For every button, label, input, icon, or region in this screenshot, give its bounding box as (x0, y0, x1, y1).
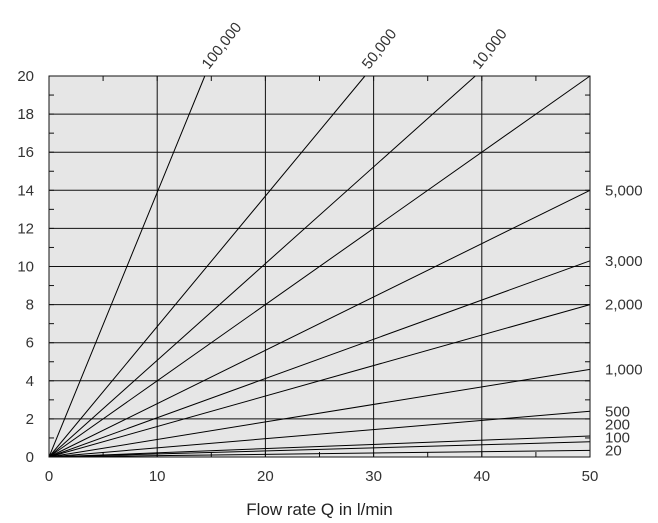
y-tick-label: 16 (17, 144, 34, 161)
series-lines (48, 75, 591, 458)
y-tick-label: 2 (26, 411, 34, 428)
x-tick-label: 20 (257, 468, 274, 485)
series-label: 5,000 (605, 182, 643, 199)
series-line (48, 435, 591, 458)
series-line (48, 189, 591, 458)
series-line (48, 368, 591, 458)
x-tick-label: 40 (473, 468, 490, 485)
x-tick-labels: 0 10 20 30 40 50 (45, 468, 599, 485)
x-axis-title: Flow rate Q in l/min (246, 500, 392, 519)
x-tick-label: 10 (149, 468, 166, 485)
series-line (48, 75, 476, 458)
series-line (48, 410, 591, 458)
series-line (48, 449, 591, 458)
y-tick-label: 4 (26, 373, 34, 390)
series-label: 20 (605, 442, 622, 459)
y-tick-label: 14 (17, 182, 34, 199)
series-label: 10,000 (469, 26, 511, 73)
y-tick-label: 10 (17, 259, 34, 276)
y-tick-label: 6 (26, 335, 34, 352)
series-label: 3,000 (605, 253, 643, 270)
y-tick-label: 12 (17, 220, 34, 237)
y-tick-labels: 0 2 4 6 8 10 12 14 16 18 20 (17, 68, 34, 466)
series-line (48, 260, 591, 458)
series-line (48, 441, 591, 458)
plot-frame (48, 75, 591, 458)
y-tick-label: 20 (17, 68, 34, 85)
series-label: 100 (605, 429, 630, 446)
series-label: 1,000 (605, 361, 643, 378)
series-line (48, 304, 591, 458)
y-tick-label: 18 (17, 106, 34, 123)
series-line (48, 75, 206, 458)
y-tick-label: 8 (26, 297, 34, 314)
series-label: 2,000 (605, 297, 643, 314)
series-label: 50,000 (359, 26, 401, 73)
x-tick-label: 0 (45, 468, 53, 485)
grid (49, 76, 590, 457)
series-line (48, 75, 366, 458)
series-label: 100,000 (199, 19, 246, 72)
x-tick-label: 30 (365, 468, 382, 485)
series-label: 500 (605, 403, 630, 420)
x-tick-label: 50 (582, 468, 599, 485)
series-label: 200 (605, 416, 630, 433)
y-tick-label: 0 (26, 449, 34, 466)
series-line (48, 75, 591, 458)
